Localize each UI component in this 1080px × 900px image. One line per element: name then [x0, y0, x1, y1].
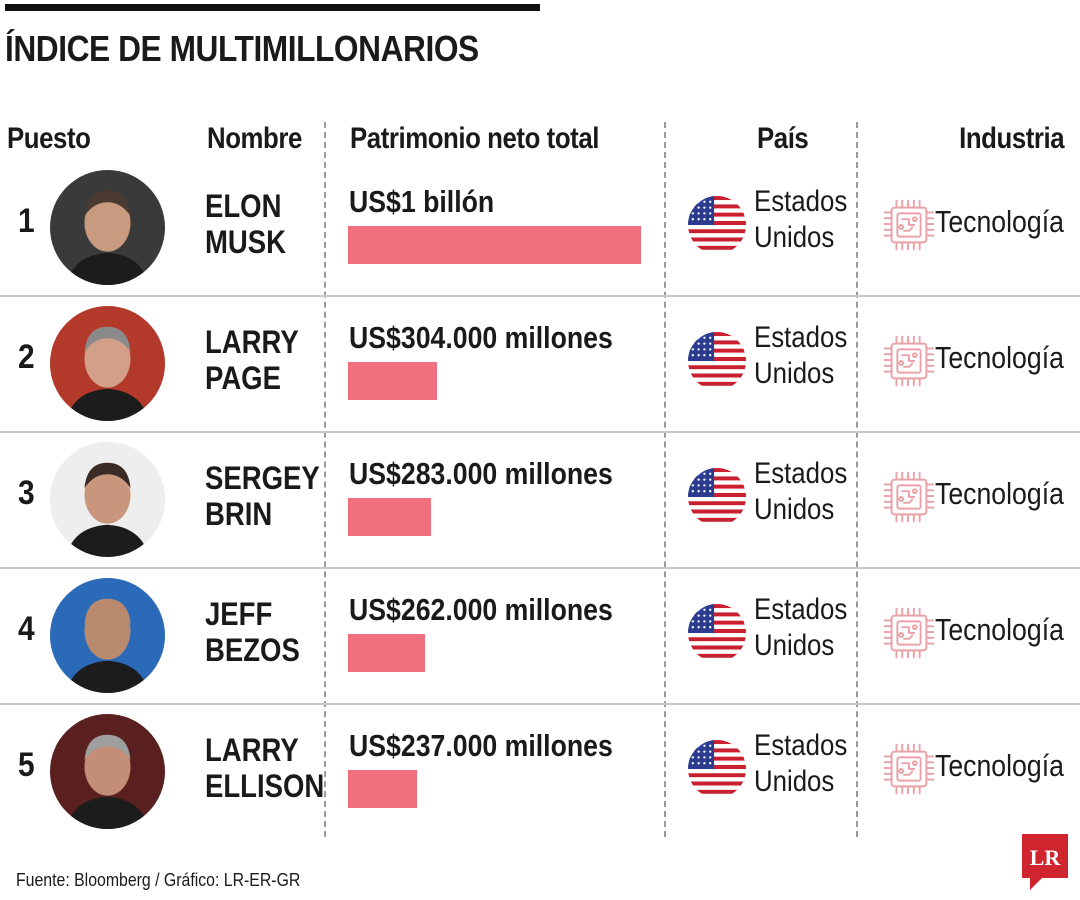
top-rule [5, 4, 540, 11]
name-last: BEZOS [205, 632, 300, 668]
industry-name: Tecnología [935, 476, 1064, 511]
us-flag-icon [688, 740, 746, 798]
rank-number: 4 [18, 610, 35, 648]
country-line-1: Estados [754, 729, 848, 762]
country-name: Estados Unidos [754, 592, 847, 664]
country-line-2: Unidos [754, 221, 835, 254]
source-footer: Fuente: Bloomberg / Gráfico: LR-ER-GR [16, 870, 301, 890]
header-country: País [757, 122, 809, 155]
industry-name: Tecnología [935, 204, 1064, 239]
column-divider [324, 122, 326, 837]
row-separator [0, 295, 1080, 297]
column-divider [856, 122, 858, 837]
chip-icon [880, 740, 938, 798]
net-worth-label: US$1 billón [349, 184, 495, 219]
person-name: LARRY PAGE [205, 324, 299, 396]
rank-number: 5 [18, 746, 35, 784]
person-name: SERGEY BRIN [205, 460, 320, 532]
industry-name: Tecnología [935, 340, 1064, 375]
header-net-worth: Patrimonio neto total [350, 122, 599, 155]
table-row: 1 ELON MUSK US$1 billón Estados Unidos Tecnolo… [0, 160, 1080, 296]
table-row: 5 LARRY ELLISON US$237.000 millones Estados U… [0, 704, 1080, 840]
chip-icon [880, 468, 938, 526]
country-line-1: Estados [754, 321, 848, 354]
country-line-2: Unidos [754, 765, 835, 798]
net-worth-bar [348, 634, 425, 672]
person-name: ELON MUSK [205, 188, 286, 260]
name-first: JEFF [205, 596, 273, 632]
header-rank: Puesto [7, 122, 91, 155]
net-worth-label: US$304.000 millones [349, 320, 613, 355]
name-last: MUSK [205, 224, 287, 260]
country-name: Estados Unidos [754, 184, 847, 256]
us-flag-icon [688, 604, 746, 662]
country-line-2: Unidos [754, 629, 835, 662]
table-row: 4 JEFF BEZOS US$262.000 millones Estados Unid… [0, 568, 1080, 704]
table-row: 2 LARRY PAGE US$304.000 millones Estados Unid… [0, 296, 1080, 432]
name-last: ELLISON [205, 768, 325, 804]
net-worth-bar [348, 498, 431, 536]
chip-icon [880, 604, 938, 662]
row-separator [0, 431, 1080, 433]
rank-number: 1 [18, 202, 35, 240]
name-first: LARRY [205, 324, 299, 360]
chart-title: ÍNDICE DE MULTIMILLONARIOS [5, 28, 479, 69]
industry-name: Tecnología [935, 748, 1064, 783]
person-photo [50, 442, 165, 557]
country-name: Estados Unidos [754, 456, 847, 528]
us-flag-icon [688, 468, 746, 526]
country-line-2: Unidos [754, 493, 835, 526]
country-line-1: Estados [754, 185, 848, 218]
person-name: LARRY ELLISON [205, 732, 324, 804]
rank-number: 2 [18, 338, 35, 376]
rank-number: 3 [18, 474, 35, 512]
country-line-1: Estados [754, 457, 848, 490]
chip-icon [880, 332, 938, 390]
net-worth-label: US$237.000 millones [349, 728, 613, 763]
table-row: 3 SERGEY BRIN US$283.000 millones Estados Uni… [0, 432, 1080, 568]
person-photo [50, 306, 165, 421]
country-name: Estados Unidos [754, 320, 847, 392]
person-name: JEFF BEZOS [205, 596, 300, 668]
lr-logo: LR [1022, 834, 1068, 890]
header-name: Nombre [207, 122, 302, 155]
header-industry: Industria [958, 122, 1065, 155]
column-divider [664, 122, 666, 837]
us-flag-icon [688, 332, 746, 390]
svg-text:LR: LR [1030, 845, 1062, 870]
name-first: SERGEY [205, 460, 320, 496]
person-photo [50, 714, 165, 829]
net-worth-bar [348, 226, 641, 264]
name-first: LARRY [205, 732, 299, 768]
net-worth-label: US$283.000 millones [349, 456, 613, 491]
person-photo [50, 578, 165, 693]
name-last: PAGE [205, 360, 281, 396]
person-photo [50, 170, 165, 285]
net-worth-bar [348, 362, 437, 400]
us-flag-icon [688, 196, 746, 254]
chip-icon [880, 196, 938, 254]
row-separator [0, 703, 1080, 705]
name-last: BRIN [205, 496, 273, 532]
country-line-2: Unidos [754, 357, 835, 390]
row-separator [0, 567, 1080, 569]
name-first: ELON [205, 188, 282, 224]
net-worth-bar [348, 770, 417, 808]
industry-name: Tecnología [935, 612, 1064, 647]
country-name: Estados Unidos [754, 728, 847, 800]
country-line-1: Estados [754, 593, 848, 626]
net-worth-label: US$262.000 millones [349, 592, 613, 627]
